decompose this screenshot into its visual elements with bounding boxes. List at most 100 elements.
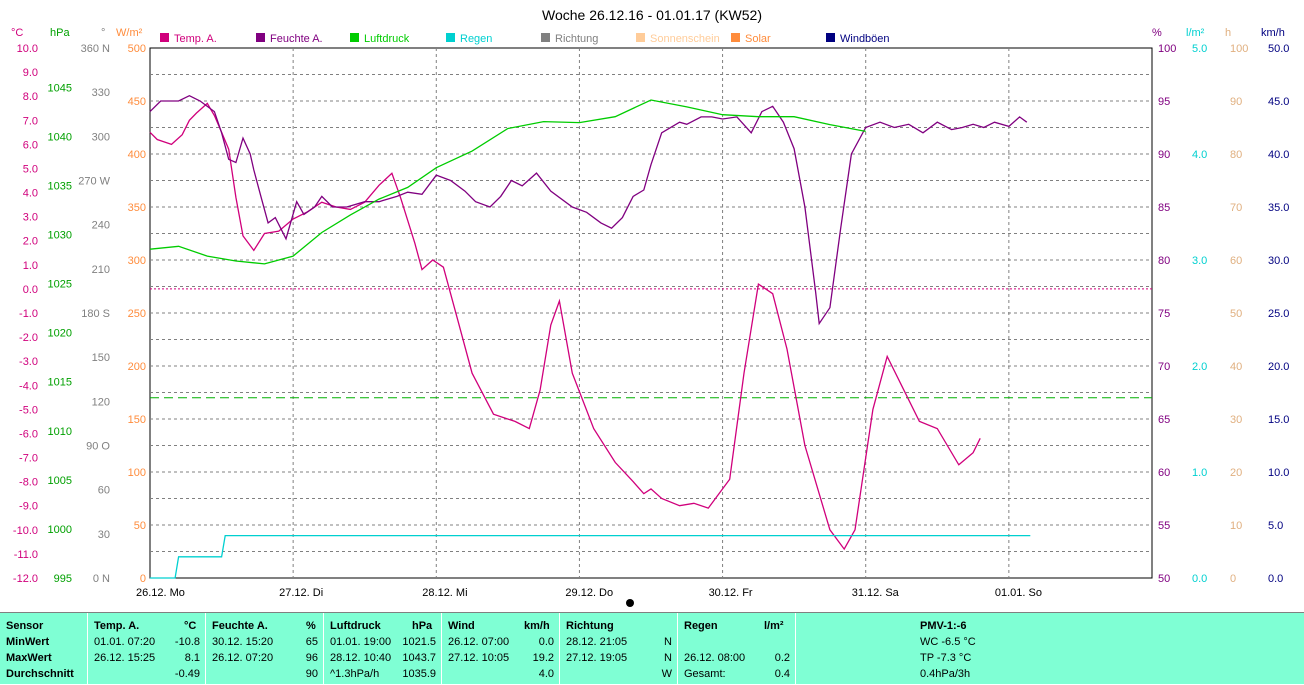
stats-feuchte-min-time: 30.12. 15:20 [212,636,274,648]
tick-label-sunshine: 70 [1230,202,1242,214]
tick-label-temp: 8.0 [23,91,38,103]
tick-label-temp: 0.0 [23,284,38,296]
tick-label-sunshine: 40 [1230,361,1242,373]
tick-label-solar: 150 [128,414,146,426]
tick-label-wind: 20.0 [1268,361,1289,373]
tick-label-humidity: 50 [1158,573,1170,585]
tick-label-sunshine: 60 [1230,255,1242,267]
stats-wind-min-val: 0.0 [538,636,554,648]
stats-luftdruck-header: Luftdruck [330,620,381,632]
x-label-day: 30.12. Fr [709,587,753,599]
legend-windboeen: Windböen [840,33,890,45]
tick-label-solar: 400 [128,149,146,161]
tick-label-pressure: 1035 [48,180,72,192]
stats-regen: Regen l/m² 26.12. 08:00 0.2 Gesamt: 0.4 [678,613,796,685]
legend-feuchte: Feuchte A. [270,33,323,45]
tick-label-sunshine: 30 [1230,414,1242,426]
stats-panel: Sensor MinWert MaxWert Durchschnitt Temp… [0,612,1304,685]
tick-label-wind: 35.0 [1268,202,1289,214]
tick-label-rain: 5.0 [1192,43,1207,55]
tick-label-temp: -7.0 [19,453,38,465]
unit-wind: km/h [1261,27,1285,39]
stats-richtung-avg: W [661,668,672,680]
legend-swatch-regen [446,33,455,42]
stats-temp-min-val: -10.8 [174,636,200,648]
unit-rain: l/m² [1186,27,1205,39]
stats-regen-header: Regen [684,620,718,632]
stats-temp-max-val: 8.1 [184,652,200,664]
tick-label-direction: 180 S [81,308,110,320]
tick-label-temp: 4.0 [23,188,38,200]
tick-label-solar: 250 [128,308,146,320]
stats-pmv-tp: TP -7.3 °C [920,652,972,664]
series-feuchte-a [149,94,1028,326]
tick-label-pressure: 1015 [48,377,72,389]
tick-label-temp: -12.0 [13,573,38,585]
tick-label-rain: 2.0 [1192,361,1207,373]
tick-label-solar: 200 [128,361,146,373]
stats-luftdruck-unit: hPa [412,620,433,632]
tick-label-direction: 330 [92,87,110,99]
stats-feuchte-max-time: 26.12. 07:20 [212,652,274,664]
stats-pmv-header: PMV-1:-6 [920,620,967,632]
stats-regen-total: 0.4 [774,668,790,680]
tick-label-rain: 3.0 [1192,255,1207,267]
stats-pmv-wc: WC -6.5 °C [920,636,976,648]
stats-regen-total-label: Gesamt: [684,668,726,680]
legend-swatch-richtung [541,33,550,42]
tick-label-direction: 150 [92,352,110,364]
tick-label-temp: -8.0 [19,477,38,489]
stats-richtung-max-val: N [664,652,672,664]
stats-richtung: Richtung 28.12. 21:05 N 27.12. 19:05 N W [560,613,678,685]
tick-label-sunshine: 10 [1230,520,1242,532]
x-label-day: 28.12. Mi [422,587,467,599]
tick-label-temp: -1.0 [19,308,38,320]
tick-label-solar: 100 [128,467,146,479]
tick-label-humidity: 90 [1158,149,1170,161]
reference-lines [150,288,1152,399]
tick-label-rain: 1.0 [1192,467,1207,479]
tick-label-sunshine: 80 [1230,149,1242,161]
x-label-day: 31.12. Sa [852,587,900,599]
tick-label-humidity: 55 [1158,520,1170,532]
unit-temp: °C [11,27,23,39]
tick-label-sunshine: 0 [1230,573,1236,585]
tick-label-temp: 10.0 [17,43,38,55]
stats-sensor: Sensor MinWert MaxWert Durchschnitt [0,613,88,685]
stats-feuchte: Feuchte A. % 30.12. 15:20 65 26.12. 07:2… [206,613,324,685]
tick-label-pressure: 1025 [48,279,72,291]
axes: 10.0 9.0 8.0 7.0 6.0 5.0 4.0 3.0 2.0 1.0 0.0 -1.0 -2… [13,43,1290,585]
stats-wind-unit: km/h [524,620,550,632]
tick-label-sunshine: 50 [1230,308,1242,320]
legend: Temp. A. Feuchte A. Luftdruck Regen Rich… [160,33,890,45]
stats-feuchte-max-val: 96 [305,652,318,664]
stats-wind: Wind km/h 26.12. 07:00 0.0 27.12. 10:05 … [442,613,560,685]
stats-regen-max-time: 26.12. 08:00 [684,652,746,664]
tick-label-temp: -9.0 [19,501,38,513]
tick-label-rain: 4.0 [1192,149,1207,161]
tick-label-sunshine: 100 [1230,43,1248,55]
series-layer [149,94,1031,579]
tick-label-humidity: 95 [1158,96,1170,108]
series-luftdruck [149,99,866,265]
tick-label-rain: 0.0 [1192,573,1207,585]
x-label-day: 29.12. Do [565,587,613,599]
tick-label-pressure: 1000 [48,524,72,536]
tick-label-direction: 240 [92,220,110,232]
legend-swatch-luftdruck [350,33,359,42]
stats-richtung-header: Richtung [566,620,614,632]
x-label-day: 26.12. Mo [136,587,185,599]
unit-solar: W/m² [116,27,143,39]
tick-label-direction: 210 [92,264,110,276]
unit-pressure: hPa [50,27,70,39]
tick-label-temp: -5.0 [19,404,38,416]
legend-swatch-windboeen [826,33,835,42]
stats-wind-max-val: 19.2 [532,652,554,664]
stats-temp-min-time: 01.01. 07:20 [94,636,156,648]
stats-luftdruck-max-val: 1043.7 [402,652,436,664]
legend-swatch-temp [160,33,169,42]
grid [150,48,1152,578]
stats-luftdruck-min-time: 01.01. 19:00 [330,636,392,648]
stats-pmv: PMV-1:-6 WC -6.5 °C TP -7.3 °C 0.4hPa/3h [796,613,1304,685]
weather-chart: Woche 26.12.16 - 01.01.17 (KW52) Temp. A… [11,7,1290,607]
